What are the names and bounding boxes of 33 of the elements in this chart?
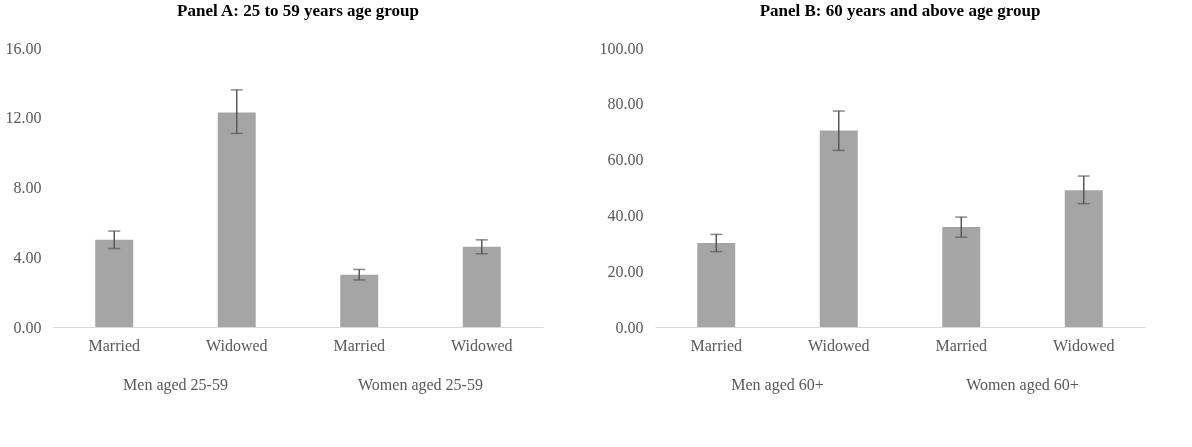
x-tick-label: Widowed	[807, 336, 870, 354]
text: Men aged 60+	[731, 376, 824, 394]
bar	[95, 239, 134, 327]
x-tick-label: Married	[690, 336, 743, 354]
x-tick-label: Married	[333, 336, 386, 354]
y-tick-label: 80.00	[607, 95, 644, 113]
bar	[217, 112, 256, 327]
bar	[819, 130, 858, 327]
y-tick-label: 0.00	[615, 318, 644, 336]
chart-title: Panel A: 25 to 59 years age group	[177, 1, 419, 20]
chart-title: Panel B: 60 years and above age group	[759, 1, 1041, 20]
x-tick-label: Married	[935, 336, 988, 354]
x-tick-label: Married	[88, 336, 141, 354]
x-tick-label: Widowed	[205, 336, 268, 354]
y-tick-label: 60.00	[607, 151, 644, 169]
y-tick-label: 16.00	[5, 39, 42, 57]
bar	[1064, 190, 1103, 327]
text: Women aged 25-59	[358, 376, 483, 394]
text: Men aged 25-59	[123, 376, 228, 394]
y-tick-label: 12.00	[5, 109, 42, 127]
bar	[340, 274, 379, 327]
y-tick-label: 8.00	[13, 179, 42, 196]
bar	[462, 246, 501, 327]
y-tick-label: 40.00	[607, 206, 644, 224]
y-tick-label: 0.00	[13, 318, 42, 336]
bar	[942, 227, 981, 327]
y-tick-label: 20.00	[607, 262, 644, 280]
x-tick-label: Widowed	[450, 336, 513, 354]
y-tick-label: 100.00	[599, 39, 644, 57]
bar	[697, 243, 736, 327]
y-tick-label: 4.00	[13, 248, 42, 266]
text: Women aged 60+	[966, 376, 1079, 394]
x-tick-label: Widowed	[1052, 336, 1115, 354]
